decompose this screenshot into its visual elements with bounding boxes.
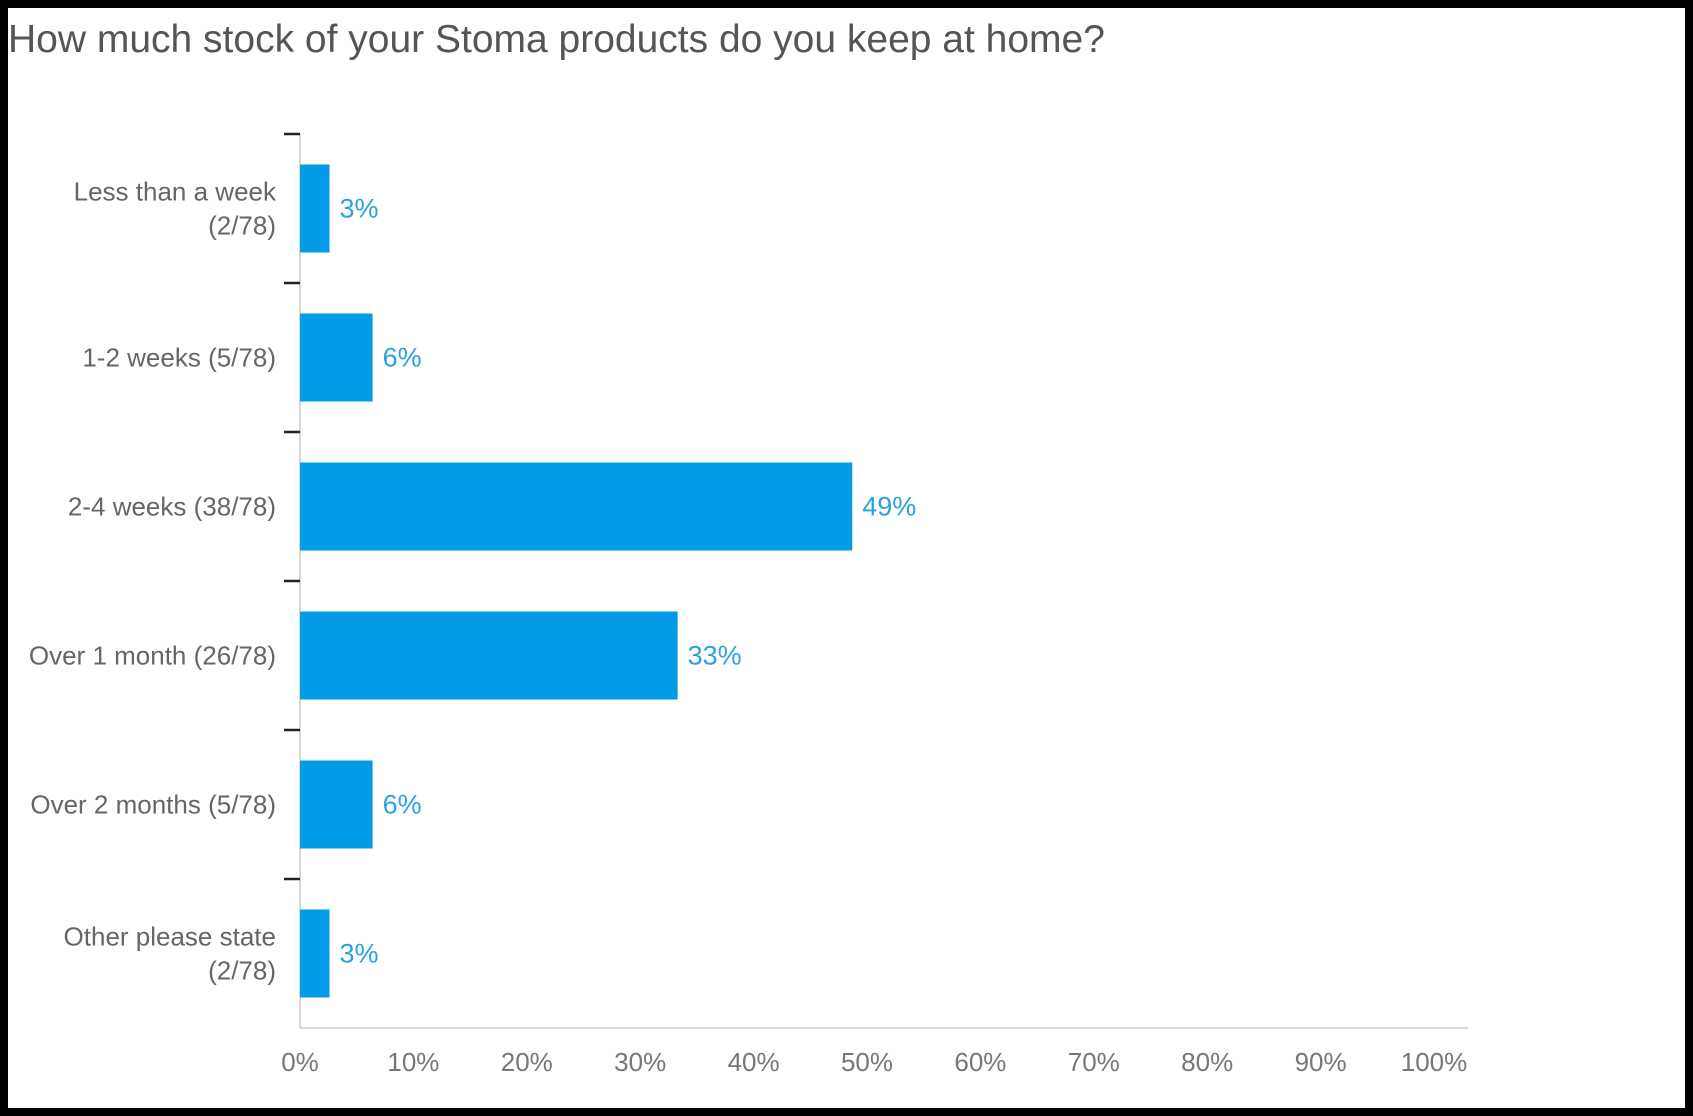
x-tick-label: 80% [1181,1047,1233,1077]
bar [300,164,330,253]
bar-value-label: 33% [688,641,742,671]
bar-value-label: 49% [862,492,916,522]
x-tick-label: 10% [387,1047,439,1077]
bar [300,611,678,700]
chart-frame: How much stock of your Stoma products do… [8,8,1685,1108]
bar-value-label: 6% [383,790,422,820]
bar-chart: 3% Less than a week (2/78) 6% 1-2 weeks (5/7… [29,132,1468,1077]
x-tick-label: 40% [728,1047,780,1077]
category-label: (2/78) [208,211,276,241]
x-tick-label: 50% [841,1047,893,1077]
bar [300,909,330,998]
category-label: 1-2 weeks (5/78) [82,343,276,373]
x-tick-label: 60% [954,1047,1006,1077]
x-tick-label: 100% [1401,1047,1468,1077]
chart-title: How much stock of your Stoma products do… [8,18,1105,61]
bar [300,462,853,551]
x-tick-label: 20% [501,1047,553,1077]
x-tick-label: 0% [281,1047,319,1077]
bar [300,313,373,402]
category-label: Over 2 months (5/78) [30,790,276,820]
x-tick-label: 30% [614,1047,666,1077]
category-label: Other please state [64,922,276,952]
bar-value-label: 6% [383,343,422,373]
bar [300,760,373,849]
bar-value-label: 3% [339,194,378,224]
category-label: Less than a week [74,177,277,207]
category-label: Over 1 month (26/78) [29,641,276,671]
x-tick-label: 90% [1295,1047,1347,1077]
category-label: 2-4 weeks (38/78) [68,492,276,522]
x-tick-label: 70% [1068,1047,1120,1077]
category-label: (2/78) [208,956,276,986]
bar-value-label: 3% [339,939,378,969]
